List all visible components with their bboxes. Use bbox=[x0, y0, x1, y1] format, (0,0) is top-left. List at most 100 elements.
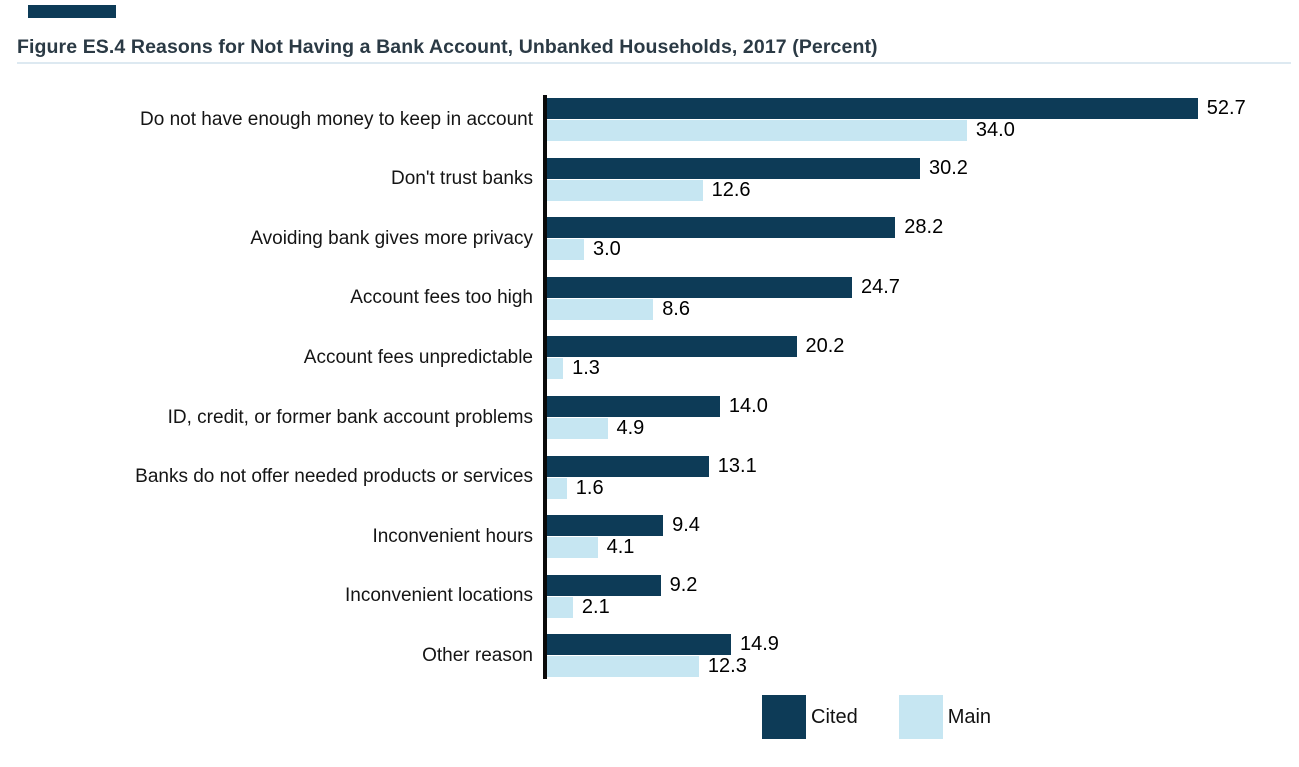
main-bar bbox=[547, 298, 654, 320]
bar-line: 52.7 bbox=[547, 97, 1246, 119]
bar-line: 30.2 bbox=[547, 156, 968, 179]
category-label: Inconvenient locations bbox=[344, 585, 533, 607]
main-bar bbox=[547, 656, 699, 678]
category-label: Other reason bbox=[422, 644, 533, 666]
bar-pair: 20.2 1.3 bbox=[547, 333, 844, 393]
cited-value-label: 13.1 bbox=[717, 454, 757, 477]
main-bar bbox=[547, 537, 598, 559]
legend-item-main: Main bbox=[898, 695, 992, 739]
legend-label: Cited bbox=[811, 705, 858, 728]
main-bar bbox=[547, 239, 584, 261]
bar-line: 24.7 bbox=[547, 275, 900, 298]
bar-line: 8.6 bbox=[547, 297, 900, 320]
bar-pair: 9.4 4.1 bbox=[547, 512, 700, 572]
chart-row: Inconvenient hours 9.4 4.1 bbox=[20, 512, 1292, 572]
cited-value-label: 9.2 bbox=[669, 573, 698, 596]
main-value-label: 3.0 bbox=[593, 238, 621, 261]
figure-title: Figure ES.4 Reasons for Not Having a Ban… bbox=[17, 36, 878, 58]
bar-line: 9.2 bbox=[547, 573, 698, 596]
chart-row: Inconvenient locations 9.2 2.1 bbox=[20, 572, 1292, 632]
legend-item-cited: Cited bbox=[762, 695, 858, 739]
main-value-label: 1.3 bbox=[572, 357, 600, 380]
main-value-label: 8.6 bbox=[662, 297, 690, 320]
cited-bar bbox=[547, 515, 664, 537]
category-label: Account fees unpredictable bbox=[303, 346, 533, 368]
cited-bar bbox=[547, 157, 920, 179]
chart-row: Don't trust banks 30.2 12.6 bbox=[20, 155, 1292, 215]
bar-line: 1.3 bbox=[547, 357, 844, 380]
cited-bar bbox=[547, 217, 896, 239]
chart-rows: Do not have enough money to keep in acco… bbox=[20, 95, 1292, 691]
chart-legend: Cited Main bbox=[762, 695, 991, 739]
main-value-label: 2.1 bbox=[581, 595, 610, 618]
chart-row: Banks do not offer needed products or se… bbox=[20, 453, 1292, 513]
cited-value-label: 9.4 bbox=[672, 514, 700, 537]
main-bar bbox=[547, 358, 564, 380]
legend-swatch-main bbox=[898, 695, 943, 739]
bar-line: 3.0 bbox=[547, 238, 943, 261]
bar-line: 4.1 bbox=[547, 536, 700, 559]
cited-value-label: 28.2 bbox=[904, 216, 944, 239]
category-label: Don't trust banks bbox=[391, 168, 533, 190]
category-label: Do not have enough money to keep in acco… bbox=[140, 108, 533, 130]
main-value-label: 4.9 bbox=[616, 416, 645, 439]
bar-line: 12.3 bbox=[547, 655, 779, 678]
bar-line: 20.2 bbox=[547, 335, 844, 358]
y-axis-line bbox=[543, 95, 547, 679]
cited-bar bbox=[547, 455, 709, 477]
bar-line: 1.6 bbox=[547, 476, 757, 499]
category-label: Inconvenient hours bbox=[372, 525, 533, 547]
header-bar-fragment bbox=[28, 5, 116, 18]
legend-label: Main bbox=[947, 705, 992, 728]
main-value-label: 34.0 bbox=[975, 119, 1015, 141]
category-label: Avoiding bank gives more privacy bbox=[250, 227, 533, 249]
category-label: ID, credit, or former bank account probl… bbox=[167, 406, 533, 428]
bar-line: 9.4 bbox=[547, 514, 700, 537]
category-label: Banks do not offer needed products or se… bbox=[135, 466, 533, 488]
bar-pair: 14.0 4.9 bbox=[547, 393, 768, 453]
main-value-label: 12.3 bbox=[707, 655, 747, 678]
cited-value-label: 14.0 bbox=[728, 394, 768, 417]
bar-line: 4.9 bbox=[547, 416, 768, 439]
cited-value-label: 30.2 bbox=[929, 156, 968, 179]
cited-value-label: 52.7 bbox=[1206, 97, 1246, 119]
cited-bar bbox=[547, 98, 1198, 119]
cited-bar bbox=[547, 336, 797, 358]
bar-pair: 24.7 8.6 bbox=[547, 274, 900, 334]
chart-row: ID, credit, or former bank account probl… bbox=[20, 393, 1292, 453]
chart-row: Account fees too high 24.7 8.6 bbox=[20, 274, 1292, 334]
chart-row: Account fees unpredictable 20.2 1.3 bbox=[20, 333, 1292, 393]
bar-pair: 30.2 12.6 bbox=[547, 155, 968, 215]
main-value-label: 4.1 bbox=[606, 536, 635, 559]
bar-line: 28.2 bbox=[547, 216, 944, 239]
cited-bar bbox=[547, 634, 731, 656]
bar-line: 34.0 bbox=[547, 119, 1246, 141]
main-bar bbox=[547, 179, 703, 201]
bar-line: 13.1 bbox=[547, 454, 757, 477]
cited-bar bbox=[547, 574, 661, 596]
chart-row: Do not have enough money to keep in acco… bbox=[20, 95, 1292, 155]
chart-row: Other reason 14.9 12.3 bbox=[20, 631, 1292, 691]
bar-line: 2.1 bbox=[547, 595, 697, 618]
cited-bar bbox=[547, 276, 852, 298]
bar-pair: 28.2 3.0 bbox=[547, 214, 943, 274]
main-bar bbox=[547, 596, 573, 618]
cited-bar bbox=[547, 395, 720, 417]
bar-line: 14.9 bbox=[547, 633, 779, 656]
main-bar bbox=[547, 417, 608, 439]
main-value-label: 1.6 bbox=[575, 476, 604, 499]
category-label: Account fees too high bbox=[350, 287, 533, 309]
bar-pair: 52.7 34.0 bbox=[547, 95, 1246, 155]
bar-line: 14.0 bbox=[547, 394, 768, 417]
cited-value-label: 14.9 bbox=[740, 633, 779, 656]
cited-value-label: 24.7 bbox=[861, 275, 900, 298]
main-bar bbox=[547, 120, 967, 141]
legend-swatch-cited bbox=[762, 695, 806, 739]
main-bar bbox=[547, 477, 567, 499]
bar-line: 12.6 bbox=[547, 178, 968, 201]
chart-row: Avoiding bank gives more privacy 28.2 3.0 bbox=[20, 214, 1292, 274]
bar-pair: 9.2 2.1 bbox=[547, 572, 697, 632]
bar-pair: 14.9 12.3 bbox=[547, 631, 779, 691]
main-value-label: 12.6 bbox=[711, 178, 751, 201]
